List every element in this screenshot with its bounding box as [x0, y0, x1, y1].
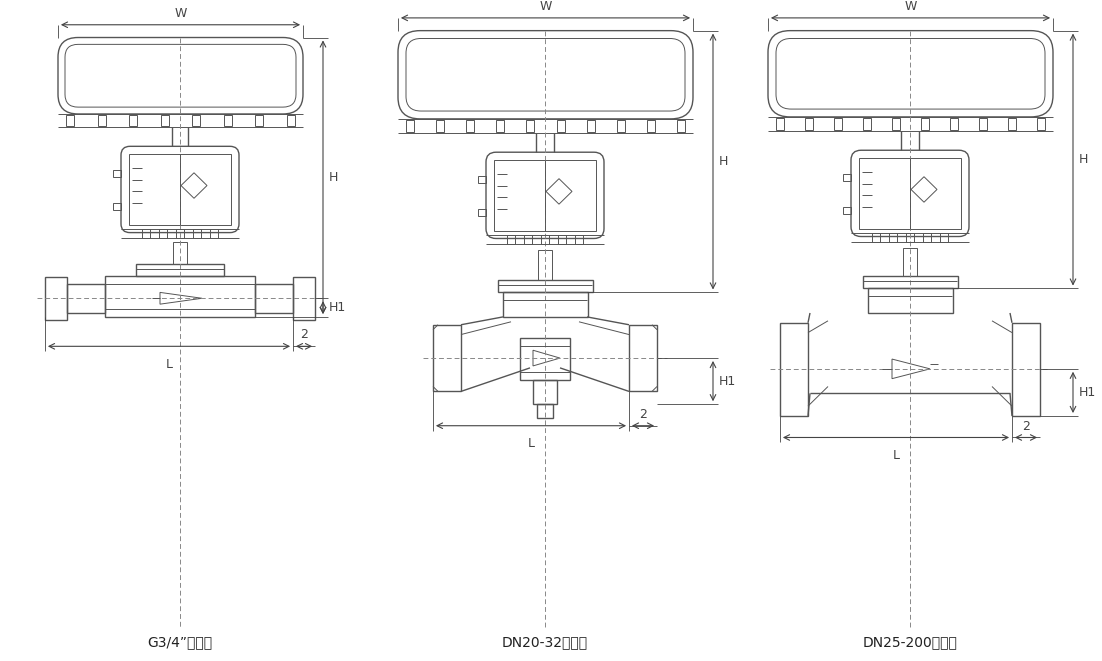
Bar: [629, 325, 657, 391]
Bar: [159, 229, 168, 239]
Bar: [255, 284, 293, 313]
Text: H: H: [1079, 153, 1089, 166]
Text: 2: 2: [1022, 420, 1030, 432]
Bar: [541, 235, 549, 245]
Bar: [538, 251, 552, 280]
Bar: [176, 229, 184, 239]
Bar: [1037, 118, 1045, 130]
Text: H: H: [329, 171, 338, 184]
Bar: [843, 207, 851, 214]
Bar: [224, 115, 231, 126]
Bar: [494, 160, 596, 231]
Text: W: W: [539, 0, 552, 13]
Bar: [287, 115, 295, 126]
Bar: [478, 209, 486, 216]
Bar: [105, 276, 255, 317]
Bar: [192, 115, 201, 126]
Bar: [537, 404, 553, 418]
Text: L: L: [165, 358, 173, 371]
Text: L: L: [528, 438, 534, 451]
Text: H: H: [719, 155, 728, 168]
Bar: [67, 284, 105, 313]
Bar: [892, 118, 900, 130]
Text: L: L: [893, 449, 899, 462]
Text: 2: 2: [300, 329, 307, 342]
Bar: [921, 118, 929, 130]
Bar: [527, 120, 534, 132]
Text: W: W: [174, 7, 186, 20]
Bar: [872, 233, 880, 243]
Bar: [173, 243, 187, 264]
Text: H1: H1: [719, 375, 736, 387]
Bar: [98, 115, 106, 126]
Bar: [586, 120, 595, 132]
Bar: [1012, 323, 1040, 416]
Text: G3/4”整体式: G3/4”整体式: [148, 635, 213, 649]
Bar: [503, 292, 588, 317]
Bar: [193, 229, 201, 239]
Bar: [129, 154, 231, 225]
Bar: [142, 229, 150, 239]
Bar: [903, 249, 917, 276]
Bar: [863, 118, 871, 130]
Bar: [558, 235, 566, 245]
Bar: [617, 120, 625, 132]
Bar: [114, 170, 121, 176]
Text: H1: H1: [329, 301, 346, 314]
Text: H1: H1: [1079, 386, 1096, 399]
Bar: [161, 115, 169, 126]
Text: DN20-32分离式: DN20-32分离式: [501, 635, 588, 649]
Text: W: W: [905, 0, 917, 13]
Bar: [114, 203, 121, 210]
Bar: [520, 338, 570, 379]
Bar: [950, 118, 958, 130]
Bar: [979, 118, 987, 130]
Bar: [293, 277, 315, 320]
Bar: [478, 176, 486, 182]
Bar: [523, 235, 532, 245]
Bar: [858, 158, 961, 229]
Bar: [863, 276, 958, 288]
Bar: [433, 325, 461, 391]
Bar: [677, 120, 685, 132]
Bar: [647, 120, 655, 132]
Text: DN25-200整体式: DN25-200整体式: [863, 635, 958, 649]
Bar: [940, 233, 948, 243]
Bar: [1008, 118, 1016, 130]
Bar: [498, 280, 593, 292]
Bar: [496, 120, 505, 132]
Bar: [45, 277, 67, 320]
Bar: [436, 120, 444, 132]
Bar: [834, 118, 842, 130]
Bar: [466, 120, 474, 132]
Bar: [804, 118, 813, 130]
Bar: [256, 115, 263, 126]
Bar: [868, 288, 953, 313]
Bar: [906, 233, 914, 243]
Bar: [66, 115, 74, 126]
Bar: [210, 229, 218, 239]
Bar: [843, 174, 851, 180]
Bar: [533, 379, 557, 404]
Bar: [780, 323, 808, 416]
Bar: [923, 233, 931, 243]
Bar: [776, 118, 784, 130]
Text: 2: 2: [639, 408, 647, 421]
Bar: [406, 120, 414, 132]
Bar: [889, 233, 897, 243]
Bar: [575, 235, 583, 245]
Bar: [136, 264, 224, 276]
Bar: [129, 115, 137, 126]
Bar: [507, 235, 515, 245]
Bar: [557, 120, 564, 132]
